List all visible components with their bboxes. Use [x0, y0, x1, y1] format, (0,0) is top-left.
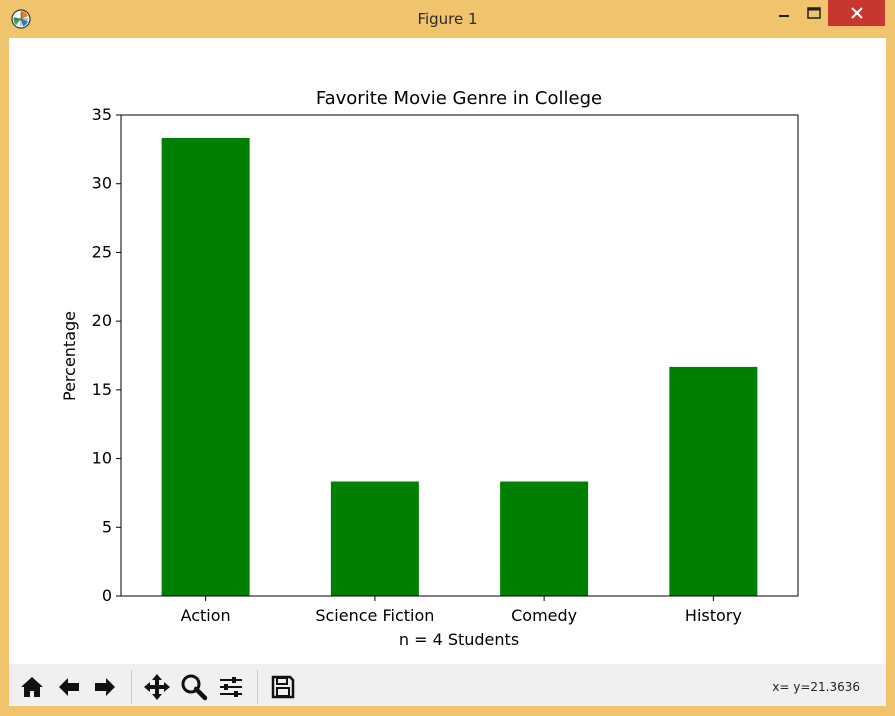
matplotlib-app-icon	[11, 9, 31, 29]
bars-group	[161, 137, 758, 597]
home-button[interactable]	[16, 670, 48, 704]
x-tick-label: Comedy	[511, 606, 577, 625]
x-axis: Action Science Fiction Comedy History	[181, 596, 742, 625]
x-tick-label: Action	[181, 606, 231, 625]
pan-icon	[144, 674, 170, 700]
maximize-button[interactable]	[800, 0, 828, 26]
y-tick-label: 25	[92, 242, 112, 261]
configure-subplots-icon	[220, 677, 242, 697]
bar-action	[161, 137, 250, 597]
x-tick-label: Science Fiction	[315, 606, 434, 625]
zoom-icon	[181, 674, 208, 701]
close-button[interactable]	[828, 0, 885, 26]
close-icon	[850, 7, 863, 19]
cursor-coordinates-readout: x= y=21.3636	[772, 680, 860, 694]
pan-button[interactable]	[141, 670, 173, 704]
x-tick-label: History	[685, 606, 742, 625]
forward-arrow-icon	[95, 678, 115, 696]
minimize-button[interactable]	[770, 0, 798, 26]
window-title: Figure 1	[417, 10, 478, 28]
y-axis: 0 5 10 15 20 25 30 35	[92, 105, 121, 605]
maximize-icon	[807, 7, 821, 19]
axes-frame	[120, 114, 799, 597]
y-tick-label: 30	[92, 174, 112, 193]
zoom-button[interactable]	[178, 670, 210, 704]
bar-science-fiction	[330, 481, 419, 596]
back-button[interactable]	[53, 670, 85, 704]
title-bar[interactable]: Figure 1	[0, 0, 895, 38]
toolbar-separator	[257, 670, 258, 704]
configure-subplots-button[interactable]	[215, 670, 247, 704]
toolbar-separator	[131, 670, 132, 704]
home-icon	[21, 677, 43, 697]
minimize-icon	[779, 15, 789, 17]
x-axis-label: n = 4 Students	[399, 630, 519, 649]
y-tick-label: 0	[102, 586, 112, 605]
chart-title: Favorite Movie Genre in College	[316, 88, 602, 109]
save-button[interactable]	[267, 670, 299, 704]
save-icon	[271, 675, 295, 699]
y-tick-label: 35	[92, 105, 112, 124]
y-tick-label: 15	[92, 380, 112, 399]
y-axis-label: Percentage	[60, 311, 79, 401]
back-arrow-icon	[59, 678, 79, 696]
y-tick-label: 20	[92, 311, 112, 330]
forward-button[interactable]	[89, 670, 121, 704]
bar-history	[669, 366, 758, 596]
y-tick-label: 10	[92, 449, 112, 468]
y-tick-label: 5	[102, 517, 112, 536]
bar-comedy	[500, 481, 589, 596]
